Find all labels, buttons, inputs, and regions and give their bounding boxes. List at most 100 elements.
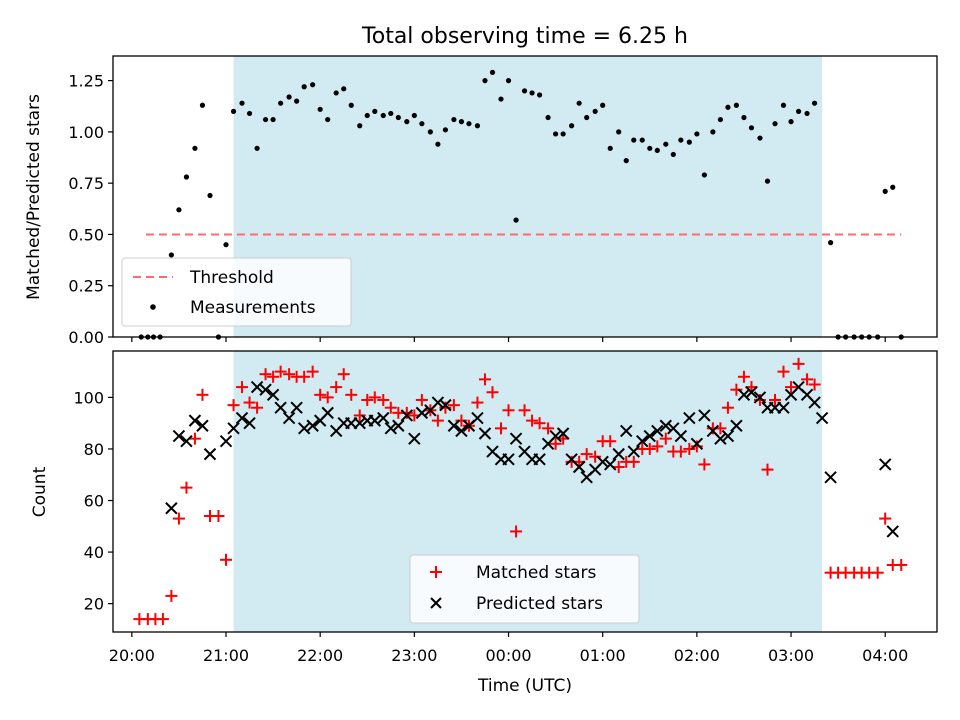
- bottom-y-tick-label: 20: [84, 595, 104, 614]
- matched-star-point: [259, 368, 272, 381]
- predicted-x-b: [518, 445, 531, 458]
- measurement-point: [592, 108, 598, 114]
- matched-star-point: [180, 481, 193, 494]
- measurement-point: [458, 119, 465, 125]
- predicted-x-b: [266, 388, 280, 402]
- measurement-point: [780, 102, 787, 108]
- matched-star-point: [415, 393, 428, 406]
- measurement-point: [435, 141, 441, 147]
- matched-star-point: [683, 442, 696, 455]
- predicted-star-point: [235, 411, 249, 425]
- measurement-point: [395, 114, 401, 121]
- measurement-point: [584, 114, 590, 121]
- predicted-star-point: [659, 419, 672, 432]
- predicted-star-point: [353, 416, 366, 430]
- predicted-star-point: [196, 419, 209, 432]
- predicted-x-b: [674, 429, 688, 443]
- predicted-x-b: [377, 411, 390, 425]
- predicted-star-point: [721, 429, 735, 443]
- matched-star-point: [156, 613, 169, 626]
- x-tick-label: 02:00: [674, 646, 720, 665]
- measurement-point: [183, 174, 190, 180]
- matched-star-point: [604, 435, 617, 448]
- measurement-point: [553, 131, 559, 137]
- predicted-x-b: [172, 429, 186, 443]
- matched-star-point: [895, 558, 908, 571]
- predicted-star-point: [478, 427, 492, 440]
- measurement-point: [513, 217, 519, 223]
- predicted-star-point: [227, 422, 240, 435]
- measurement-point: [521, 88, 528, 94]
- matched-star-point: [526, 414, 539, 427]
- matched-star-point: [212, 509, 225, 522]
- measurement-point: [717, 116, 724, 123]
- measurement-point: [372, 108, 378, 114]
- measurement-point: [639, 137, 645, 143]
- predicted-star-point: [180, 435, 193, 448]
- top-axes-frame: [112, 55, 938, 338]
- matched-star-point: [502, 404, 515, 417]
- predicted-x-b: [392, 419, 405, 432]
- predicted-x-b: [321, 406, 334, 420]
- measurement-point: [168, 252, 174, 258]
- measurement-point: [466, 121, 472, 127]
- measurement-point: [482, 78, 488, 84]
- bottom-panel: 20 40 60 80 100 20:00 21:00 22:00 23:00 00:00 01:0…: [30, 350, 938, 696]
- predicted-x-b: [408, 432, 421, 445]
- matched-star-point: [165, 589, 178, 602]
- measurement-point: [741, 114, 747, 121]
- predicted-star-point: [777, 401, 790, 414]
- measurement-point: [631, 137, 637, 143]
- predicted-x-b: [274, 401, 287, 414]
- matched-star-point: [447, 399, 460, 412]
- matched-star-point: [236, 381, 249, 394]
- top-y-axis-label: Matched/Predicted stars: [24, 94, 44, 300]
- measurement-point: [811, 100, 818, 106]
- predicted-star-point: [690, 437, 704, 451]
- predicted-x-b: [384, 422, 398, 435]
- predicted-x-b: [353, 416, 366, 430]
- matched-star-point: [220, 553, 233, 566]
- predicted-x-b: [282, 411, 296, 425]
- x-tick-label: 20:00: [109, 646, 155, 665]
- measurement-point: [333, 90, 339, 96]
- matched-star-point: [730, 383, 743, 396]
- matched-star-point: [330, 381, 343, 394]
- predicted-x-b: [556, 427, 570, 440]
- predicted-x-b: [636, 435, 649, 448]
- predicted-star-point: [250, 380, 264, 394]
- measurement-point: [404, 119, 410, 125]
- matched-star-point: [612, 461, 625, 474]
- predicted-star-point: [259, 383, 272, 396]
- bottom-y-tick-label: 80: [84, 440, 104, 459]
- predicted-star-point: [533, 453, 546, 466]
- predicted-x-b: [643, 429, 656, 443]
- top-y-tick-label: 1.00: [68, 123, 104, 142]
- predicted-star-point: [596, 455, 609, 469]
- matched-star-point: [580, 448, 593, 461]
- matched-star-point: [188, 432, 201, 445]
- predicted-x-b: [227, 422, 240, 435]
- predicted-x-b: [792, 380, 805, 394]
- measurement-point: [310, 82, 316, 88]
- predicted-star-point: [604, 458, 617, 471]
- matched-star-point: [690, 440, 703, 453]
- x-tick-label: 00:00: [485, 646, 531, 665]
- matched-star-point: [643, 442, 656, 455]
- matched-star-point: [471, 396, 484, 409]
- measurement-point: [489, 69, 496, 76]
- matched-star-point: [510, 525, 523, 538]
- matched-star-point: [698, 458, 711, 471]
- measurement-point: [199, 102, 206, 108]
- bottom-y-tick-label: 40: [84, 543, 104, 562]
- predicted-x-b: [471, 411, 484, 425]
- predicted-x-b: [243, 416, 256, 430]
- predicted-x-b: [667, 422, 680, 435]
- matched-star-point: [879, 512, 892, 525]
- top-legend: Threshold Measurements: [121, 257, 352, 327]
- predicted-star-point: [502, 453, 515, 466]
- predicted-star-point: [886, 525, 899, 538]
- predicted-x-b: [259, 383, 272, 396]
- predicted-star-point: [651, 424, 664, 438]
